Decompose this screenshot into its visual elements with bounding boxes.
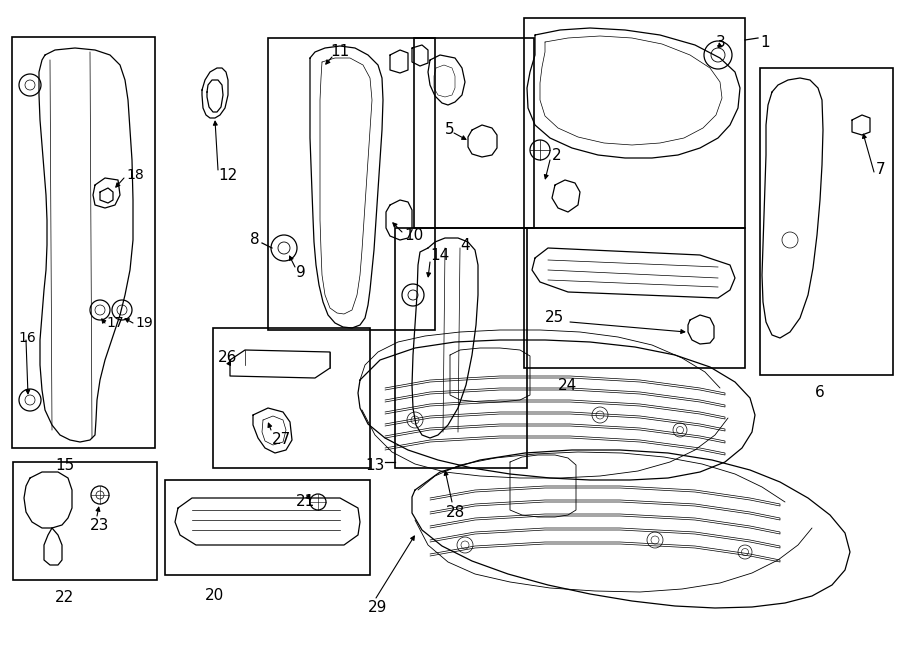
Text: 21: 21 bbox=[296, 494, 315, 509]
Text: 23: 23 bbox=[90, 518, 110, 533]
Bar bbox=[414, 38, 534, 228]
Text: 17: 17 bbox=[106, 316, 123, 330]
Bar bbox=[268, 38, 435, 330]
Text: 7: 7 bbox=[876, 163, 886, 178]
Text: 15: 15 bbox=[56, 458, 75, 473]
Text: 3: 3 bbox=[716, 35, 725, 50]
Text: 10: 10 bbox=[404, 228, 423, 243]
Bar bbox=[165, 480, 370, 575]
Text: 20: 20 bbox=[205, 588, 225, 603]
Text: 18: 18 bbox=[126, 168, 144, 182]
Text: 11: 11 bbox=[330, 44, 349, 59]
Bar bbox=[524, 228, 745, 368]
Text: 12: 12 bbox=[218, 167, 238, 182]
Text: 28: 28 bbox=[446, 505, 465, 520]
Text: 8: 8 bbox=[250, 233, 260, 247]
Text: 26: 26 bbox=[218, 350, 238, 366]
Text: 6: 6 bbox=[815, 385, 825, 400]
Bar bbox=[395, 228, 527, 468]
Text: 22: 22 bbox=[56, 590, 75, 605]
Bar bbox=[760, 68, 893, 375]
Bar bbox=[13, 462, 157, 580]
Text: 1: 1 bbox=[760, 35, 770, 50]
Text: 25: 25 bbox=[545, 311, 564, 325]
Bar bbox=[213, 328, 370, 468]
Text: 9: 9 bbox=[296, 265, 306, 280]
Text: 5: 5 bbox=[445, 122, 455, 137]
Text: 4: 4 bbox=[460, 238, 470, 253]
Text: 29: 29 bbox=[368, 600, 387, 615]
Text: 24: 24 bbox=[558, 378, 577, 393]
Text: 27: 27 bbox=[272, 432, 292, 447]
Text: 16: 16 bbox=[18, 331, 36, 345]
Text: 13: 13 bbox=[365, 458, 385, 473]
Text: 19: 19 bbox=[135, 316, 153, 330]
Bar bbox=[12, 37, 155, 448]
Text: 14: 14 bbox=[430, 248, 449, 263]
Text: 2: 2 bbox=[552, 147, 562, 163]
Bar bbox=[524, 18, 745, 228]
